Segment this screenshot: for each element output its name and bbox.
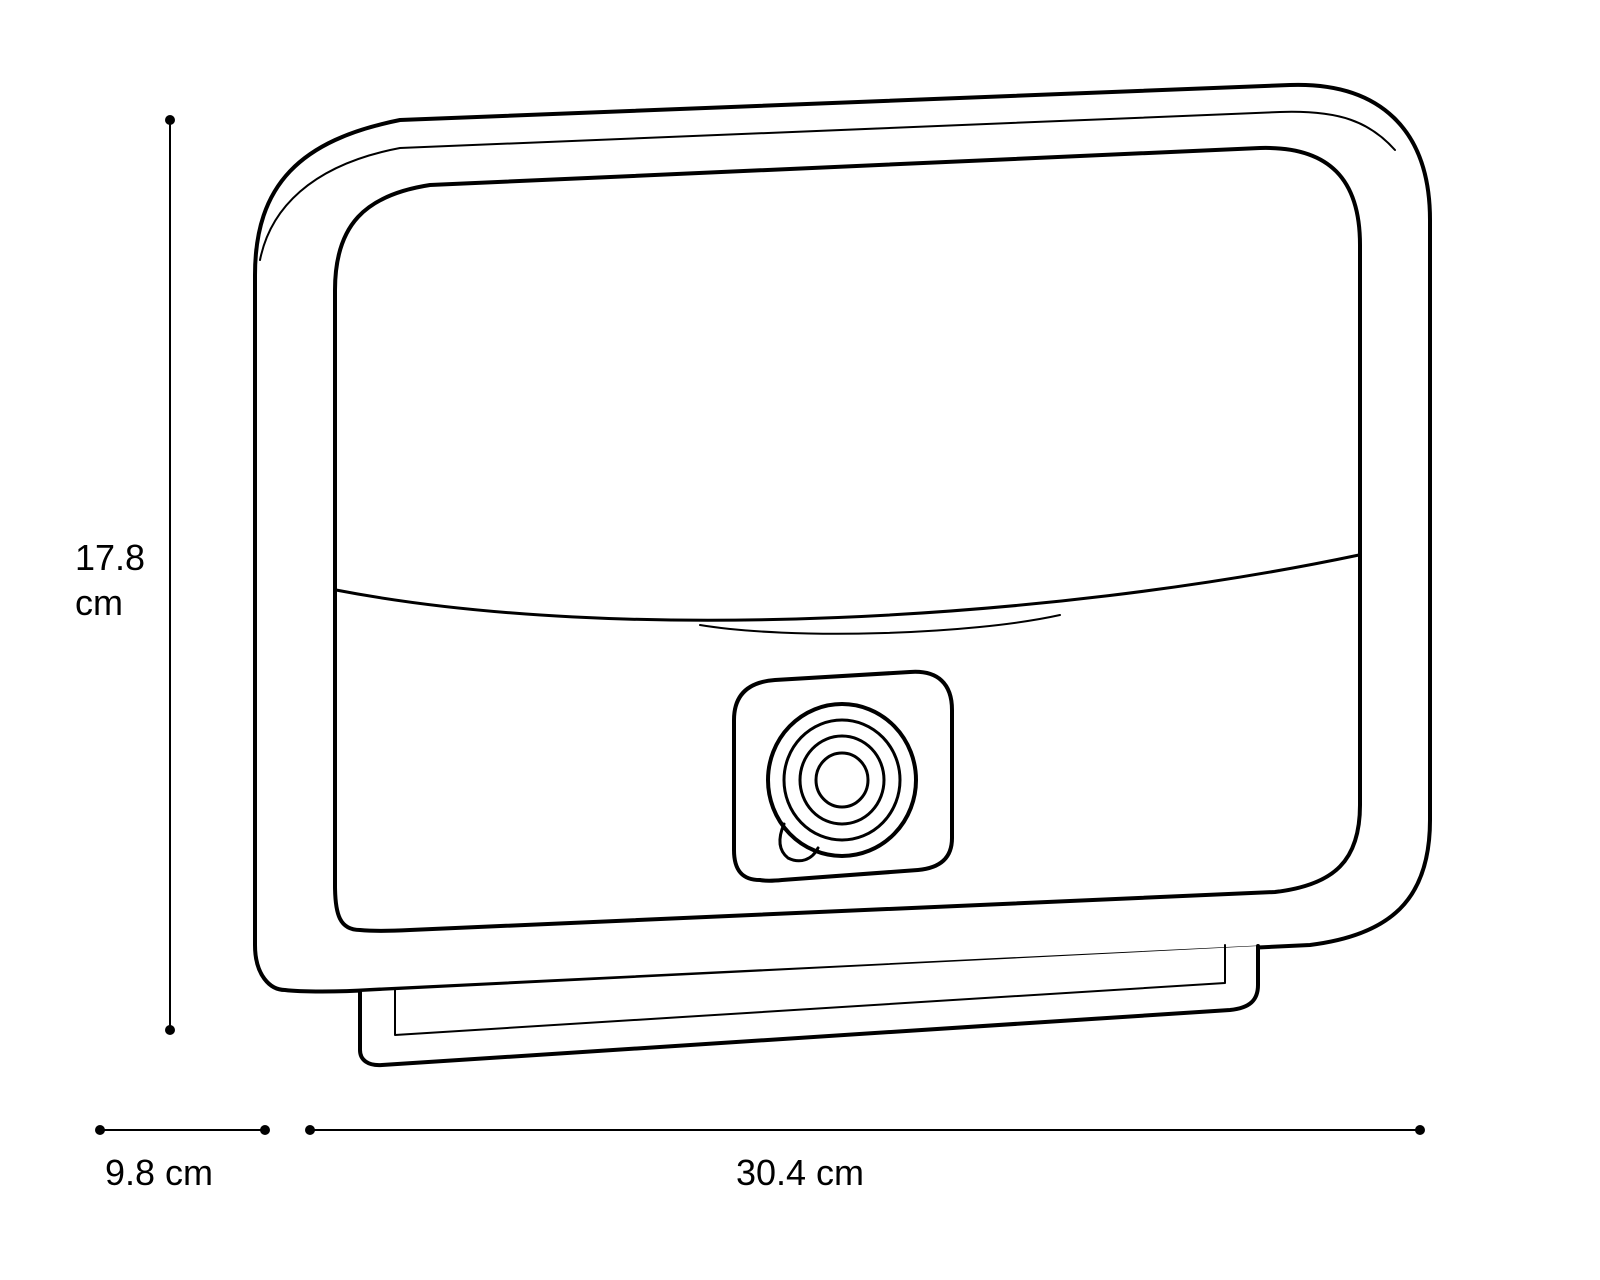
dim-height-label-line2: cm <box>75 582 123 623</box>
lock-ring-3 <box>816 753 868 807</box>
dimension-depth: 9.8 cm <box>95 1125 270 1193</box>
dim-height-dot-bottom <box>165 1025 175 1035</box>
dim-depth-dot-right <box>260 1125 270 1135</box>
dim-width-dot-left <box>305 1125 315 1135</box>
dim-width-dot-right <box>1415 1125 1425 1135</box>
dim-depth-label: 9.8 cm <box>105 1152 213 1193</box>
product-outline <box>255 85 1430 1065</box>
dimension-width: 30.4 cm <box>305 1125 1425 1193</box>
dim-height-dot-top <box>165 115 175 125</box>
lock-rings <box>768 704 916 856</box>
dimension-diagram: 17.8 cm 9.8 cm 30.4 cm <box>0 0 1600 1280</box>
dim-depth-dot-left <box>95 1125 105 1135</box>
dim-width-label: 30.4 cm <box>736 1152 864 1193</box>
dim-height-label-line1: 17.8 <box>75 537 145 578</box>
dimension-height: 17.8 cm <box>75 115 175 1035</box>
